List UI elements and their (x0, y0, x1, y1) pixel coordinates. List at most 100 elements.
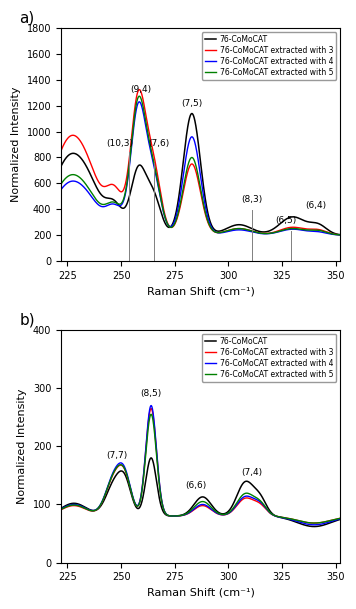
76-CoMoCAT extracted with 3 (137, 86, 141, 93)
Text: (6,5): (6,5) (276, 216, 297, 225)
76-CoMoCAT extracted with 5 (59, 505, 63, 513)
76-CoMoCAT extracted with 5 (149, 410, 153, 418)
Text: b): b) (19, 312, 35, 328)
76-CoMoCAT extracted with 5 (178, 512, 182, 519)
Legend: 76-CoMoCAT, 76-CoMoCAT extracted with 3, 76-CoMoCAT extracted with 4, 76-CoMoCAT: 76-CoMoCAT, 76-CoMoCAT extracted with 3,… (202, 334, 336, 382)
Line: 76-CoMoCAT extracted with 4: 76-CoMoCAT extracted with 4 (61, 406, 340, 525)
76-CoMoCAT extracted with 4 (178, 193, 182, 200)
Text: (6,4): (6,4) (306, 201, 327, 210)
76-CoMoCAT (178, 185, 182, 192)
76-CoMoCAT (149, 454, 153, 462)
76-CoMoCAT (333, 518, 337, 525)
Text: (8,5): (8,5) (141, 389, 162, 398)
76-CoMoCAT extracted with 5 (91, 191, 95, 199)
Text: (10,3): (10,3) (106, 139, 134, 149)
76-CoMoCAT extracted with 3 (333, 231, 337, 238)
76-CoMoCAT extracted with 3 (59, 506, 63, 513)
76-CoMoCAT (59, 505, 63, 512)
76-CoMoCAT (166, 224, 170, 231)
Text: (7,7): (7,7) (106, 451, 127, 460)
76-CoMoCAT (338, 231, 342, 238)
76-CoMoCAT (91, 176, 95, 183)
76-CoMoCAT extracted with 3 (91, 507, 95, 515)
76-CoMoCAT extracted with 3 (178, 512, 182, 519)
76-CoMoCAT extracted with 3 (178, 203, 182, 211)
76-CoMoCAT extracted with 5 (333, 231, 337, 238)
Line: 76-CoMoCAT extracted with 5: 76-CoMoCAT extracted with 5 (61, 96, 340, 235)
76-CoMoCAT extracted with 5 (91, 507, 95, 515)
76-CoMoCAT (91, 507, 95, 514)
76-CoMoCAT (107, 485, 111, 492)
76-CoMoCAT extracted with 5 (333, 516, 337, 523)
76-CoMoCAT extracted with 4 (333, 231, 337, 238)
Line: 76-CoMoCAT: 76-CoMoCAT (61, 458, 340, 527)
76-CoMoCAT extracted with 4 (91, 195, 95, 202)
Line: 76-CoMoCAT extracted with 3: 76-CoMoCAT extracted with 3 (61, 90, 340, 235)
76-CoMoCAT (302, 217, 307, 224)
Line: 76-CoMoCAT extracted with 4: 76-CoMoCAT extracted with 4 (61, 102, 340, 235)
76-CoMoCAT extracted with 3 (91, 166, 95, 173)
76-CoMoCAT (107, 195, 111, 202)
76-CoMoCAT extracted with 3 (302, 225, 307, 233)
76-CoMoCAT extracted with 4 (166, 512, 170, 519)
76-CoMoCAT extracted with 4 (59, 186, 63, 193)
Text: a): a) (19, 11, 35, 26)
76-CoMoCAT extracted with 4 (312, 521, 316, 529)
Line: 76-CoMoCAT extracted with 5: 76-CoMoCAT extracted with 5 (61, 414, 340, 523)
76-CoMoCAT extracted with 5 (107, 199, 111, 206)
76-CoMoCAT (333, 230, 337, 237)
76-CoMoCAT extracted with 4 (338, 231, 342, 239)
76-CoMoCAT extracted with 3 (312, 519, 316, 527)
76-CoMoCAT extracted with 4 (302, 520, 307, 527)
76-CoMoCAT extracted with 5 (302, 518, 307, 526)
76-CoMoCAT (178, 512, 182, 519)
76-CoMoCAT extracted with 5 (302, 226, 307, 233)
76-CoMoCAT (166, 512, 170, 519)
76-CoMoCAT extracted with 4 (149, 402, 153, 409)
76-CoMoCAT extracted with 5 (178, 201, 182, 208)
76-CoMoCAT (338, 516, 342, 523)
Text: (7,5): (7,5) (181, 99, 203, 108)
Text: (6,6): (6,6) (185, 482, 207, 490)
76-CoMoCAT (59, 163, 63, 170)
76-CoMoCAT extracted with 5 (312, 519, 316, 527)
76-CoMoCAT extracted with 3 (338, 515, 342, 522)
76-CoMoCAT extracted with 3 (107, 181, 111, 189)
Y-axis label: Normalized Intensity: Normalized Intensity (17, 389, 27, 504)
76-CoMoCAT extracted with 4 (107, 478, 111, 485)
Text: (8,3): (8,3) (241, 195, 263, 204)
76-CoMoCAT extracted with 3 (302, 518, 307, 526)
Text: (7,6): (7,6) (148, 139, 169, 149)
X-axis label: Raman Shift (cm⁻¹): Raman Shift (cm⁻¹) (147, 286, 255, 296)
76-CoMoCAT extracted with 4 (178, 512, 182, 519)
76-CoMoCAT (302, 521, 307, 529)
76-CoMoCAT extracted with 5 (166, 512, 170, 519)
Line: 76-CoMoCAT extracted with 3: 76-CoMoCAT extracted with 3 (61, 409, 340, 523)
76-CoMoCAT extracted with 5 (137, 93, 141, 100)
76-CoMoCAT extracted with 4 (333, 516, 337, 524)
76-CoMoCAT extracted with 3 (166, 512, 170, 519)
76-CoMoCAT extracted with 4 (59, 505, 63, 513)
76-CoMoCAT (190, 110, 194, 117)
76-CoMoCAT extracted with 4 (91, 507, 95, 514)
76-CoMoCAT extracted with 3 (338, 231, 342, 239)
76-CoMoCAT extracted with 4 (166, 221, 170, 228)
76-CoMoCAT extracted with 5 (338, 231, 342, 239)
76-CoMoCAT extracted with 5 (338, 515, 342, 522)
Line: 76-CoMoCAT: 76-CoMoCAT (61, 113, 340, 234)
76-CoMoCAT extracted with 5 (59, 180, 63, 188)
Text: (9,4): (9,4) (130, 85, 151, 94)
76-CoMoCAT extracted with 5 (166, 221, 170, 228)
Text: (7,4): (7,4) (241, 468, 262, 476)
Legend: 76-CoMoCAT, 76-CoMoCAT extracted with 3, 76-CoMoCAT extracted with 4, 76-CoMoCAT: 76-CoMoCAT, 76-CoMoCAT extracted with 3,… (202, 32, 336, 80)
76-CoMoCAT (312, 523, 316, 530)
76-CoMoCAT extracted with 4 (302, 227, 307, 234)
Y-axis label: Normalized Intensity: Normalized Intensity (11, 87, 21, 202)
76-CoMoCAT extracted with 3 (149, 405, 153, 412)
76-CoMoCAT extracted with 4 (137, 98, 141, 105)
76-CoMoCAT extracted with 4 (107, 201, 111, 208)
76-CoMoCAT extracted with 3 (333, 516, 337, 523)
X-axis label: Raman Shift (cm⁻¹): Raman Shift (cm⁻¹) (147, 588, 255, 598)
76-CoMoCAT extracted with 4 (338, 515, 342, 523)
76-CoMoCAT extracted with 3 (166, 220, 170, 228)
